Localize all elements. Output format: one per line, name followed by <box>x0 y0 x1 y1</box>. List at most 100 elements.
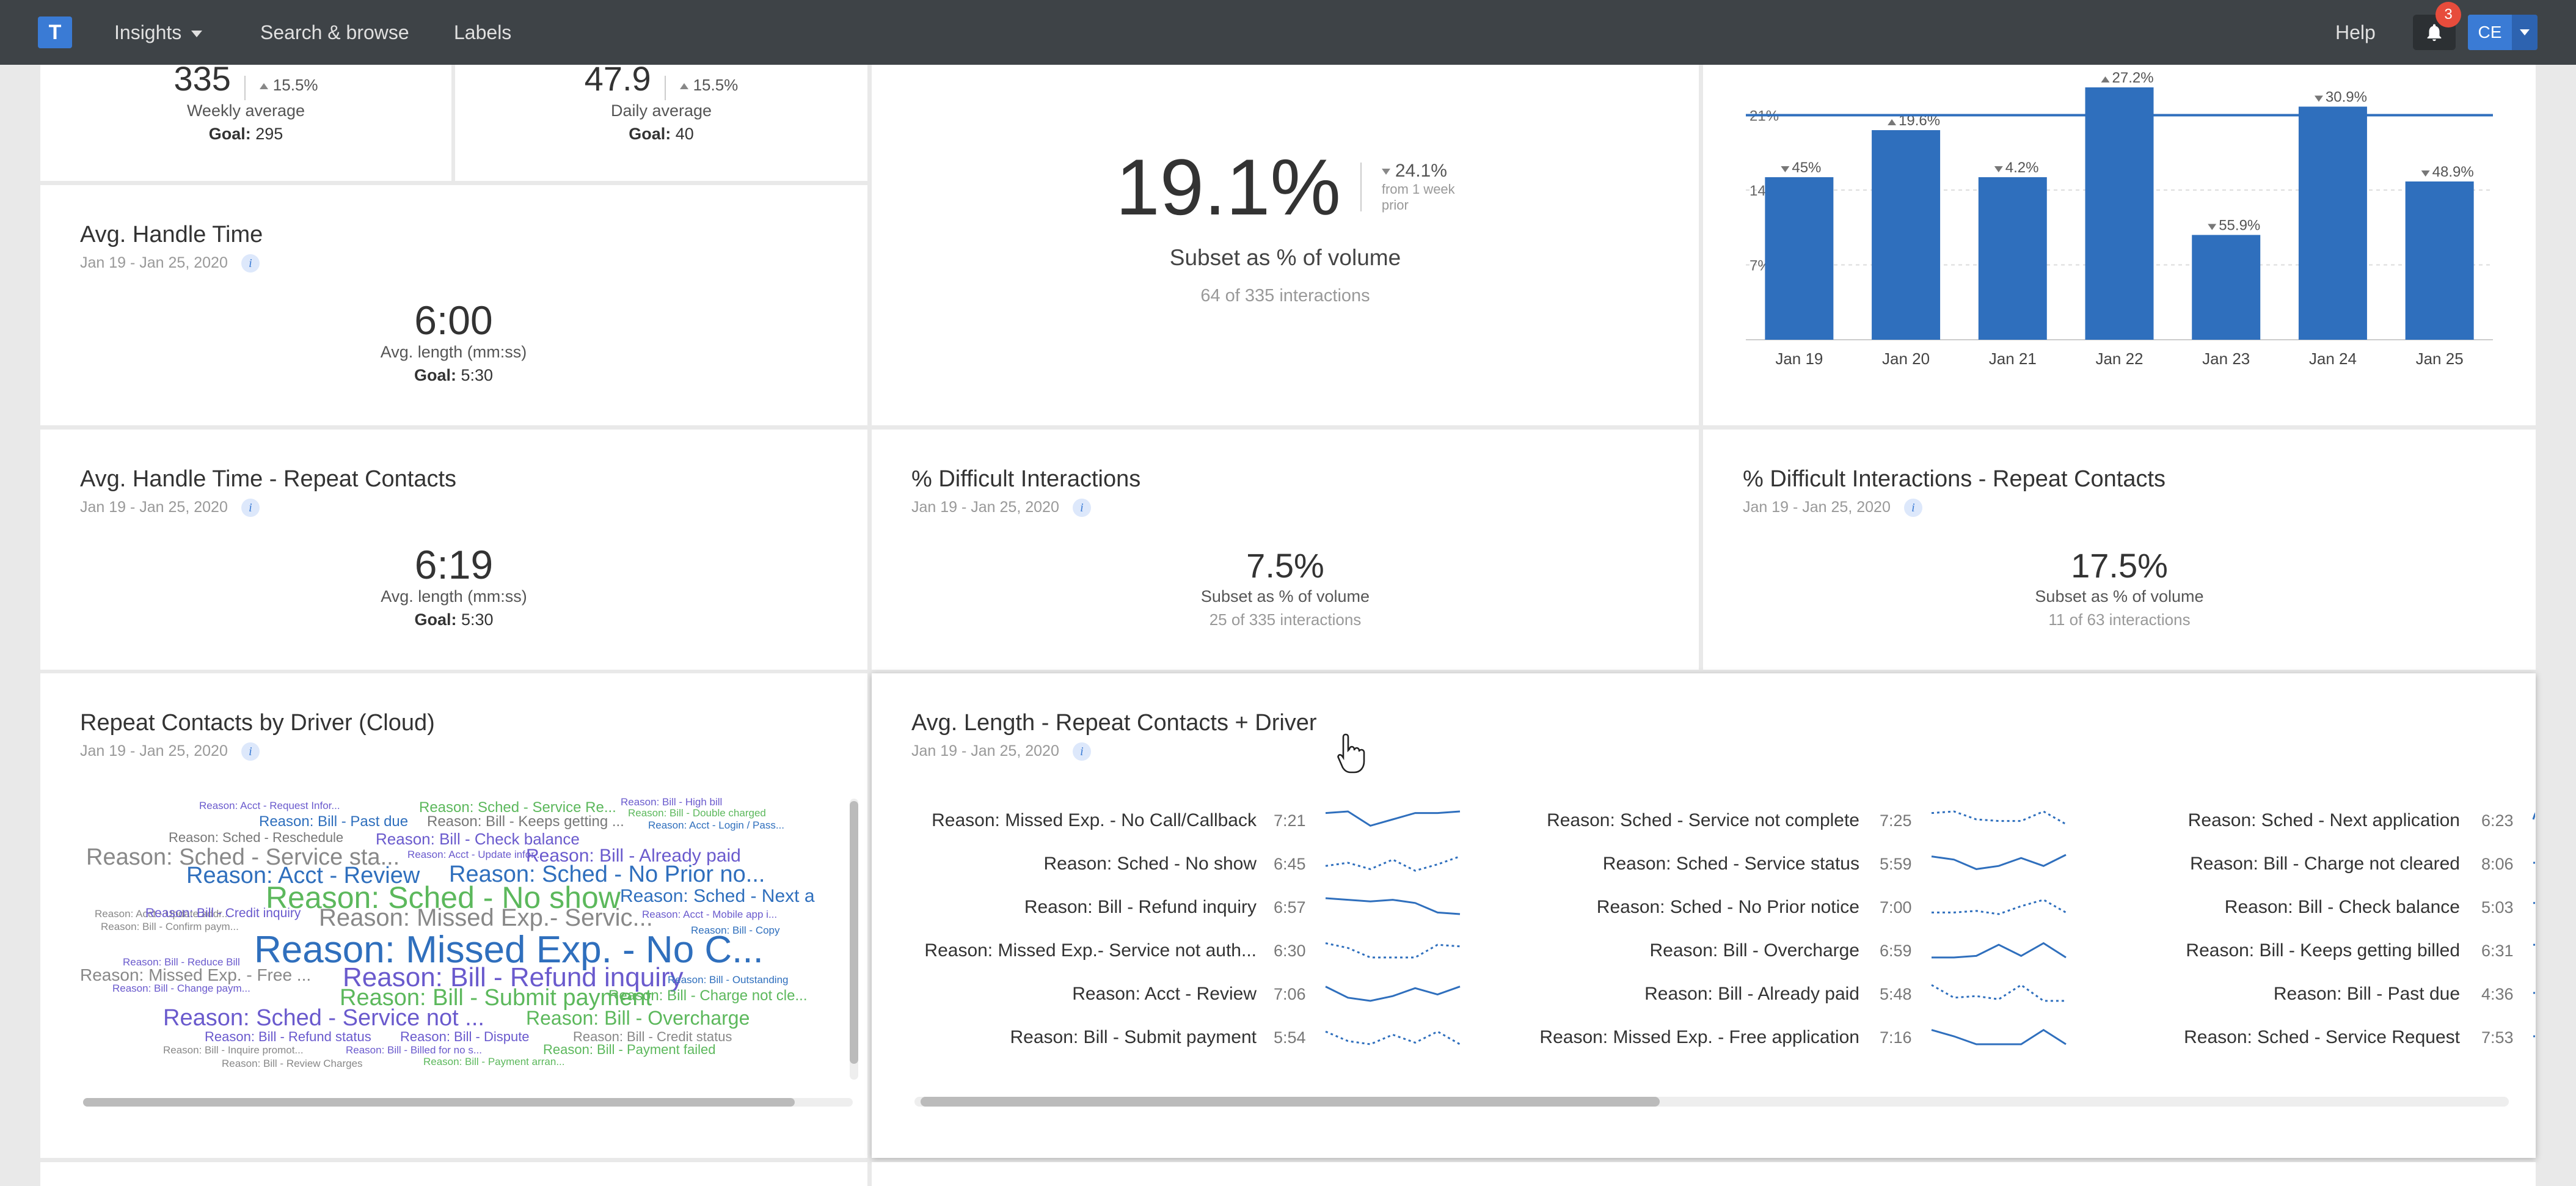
user-menu-chevron-icon[interactable] <box>2512 15 2538 50</box>
word-cloud-term[interactable]: Reason: Bill - Double charged <box>628 807 766 819</box>
word-cloud-term[interactable]: Reason: Missed Exp. - No C... <box>254 929 764 971</box>
scrollbar-thumb[interactable] <box>850 801 858 1064</box>
sparkline-series <box>1932 898 2067 915</box>
word-cloud-term[interactable]: Reason: Bill - Review Charges <box>222 1058 363 1069</box>
sparkline <box>2533 902 2535 904</box>
word-cloud-term[interactable]: Reason: Missed Exp.- Servic... <box>319 904 653 931</box>
nav-search-browse[interactable]: Search & browse <box>260 21 409 43</box>
driver-label[interactable]: Reason: Bill - Refund inquiry <box>1024 897 1257 917</box>
daily-average-card: 47.9 15.5% Daily average Goal: 40 <box>455 59 867 181</box>
info-icon[interactable]: i <box>1903 499 1922 518</box>
word-cloud-vertical-scrollbar[interactable] <box>850 799 858 1080</box>
word-cloud-term[interactable]: Reason: Bill - Keeps getting ... <box>427 813 624 830</box>
driver-avg-length: 6:45 <box>1274 855 1306 873</box>
driver-label[interactable]: Reason: Sched - No show <box>1043 854 1257 874</box>
driver-label[interactable]: Reason: Bill - Charge not cleared <box>2190 854 2460 874</box>
nav-insights[interactable]: Insights <box>114 0 203 65</box>
sparkline-series <box>1325 942 1461 959</box>
info-icon[interactable]: i <box>241 742 260 761</box>
avg-handle-time-card: Avg. Handle Time Jan 19 - Jan 25, 2020 i … <box>40 185 867 425</box>
word-cloud-term[interactable]: Reason: Bill - Change paym... <box>112 983 250 994</box>
word-cloud-term[interactable]: Reason: Bill - Refund inquiry <box>343 962 684 992</box>
word-cloud-term[interactable]: Reason: Bill - Credit status <box>573 1029 732 1044</box>
word-cloud-term[interactable]: Reason: Sched - Service not ... <box>163 1005 484 1031</box>
word-cloud-term[interactable]: Reason: Acct - Review <box>186 863 420 888</box>
word-cloud-term[interactable]: Reason: Bill - Submit payment <box>340 985 652 1011</box>
x-tick-label: Jan 23 <box>2202 350 2250 368</box>
driver-label[interactable]: Reason: Bill - Keeps getting billed <box>2186 940 2460 961</box>
word-cloud-term[interactable]: Reason: Bill - Refund status <box>205 1029 371 1044</box>
driver-label[interactable]: Reason: Acct - Review <box>1072 984 1257 1004</box>
sparkline <box>2532 812 2535 820</box>
driver-avg-length: 5:03 <box>2481 898 2514 917</box>
scrollbar-thumb[interactable] <box>83 1098 795 1107</box>
word-cloud-term[interactable]: Reason: Bill - Payment failed <box>543 1042 716 1057</box>
word-cloud-term[interactable]: Reason: Acct - Update infor... <box>407 849 543 860</box>
word-cloud-term[interactable]: Reason: Bill - Reduce Bill <box>123 956 240 968</box>
word-cloud-term[interactable]: Reason: Bill - Check balance <box>376 830 580 848</box>
driver-label[interactable]: Reason: Missed Exp. - No Call/Callback <box>932 810 1257 830</box>
driver-avg-length: 7:53 <box>2481 1028 2514 1047</box>
info-icon[interactable]: i <box>1072 742 1091 761</box>
info-icon[interactable]: i <box>1072 499 1091 518</box>
driver-label[interactable]: Reason: Bill - Overcharge <box>1649 940 1859 961</box>
driver-label[interactable]: Reason: Missed Exp. - Free application <box>1539 1027 1859 1047</box>
word-cloud-term[interactable]: Reason: Bill - Billed for no s... <box>346 1044 482 1056</box>
driver-label[interactable]: Reason: Bill - Already paid <box>1644 984 1859 1004</box>
info-icon[interactable]: i <box>241 499 260 518</box>
sparkline <box>1325 855 1461 872</box>
help-link[interactable]: Help <box>2335 21 2376 43</box>
difficult-repeat-label: Subset as % of volume <box>2035 587 2204 606</box>
word-cloud[interactable]: Reason: Acct - Request Infor... Reason: S… <box>80 796 852 1113</box>
card-title: Repeat Contacts by Driver (Cloud) <box>80 710 435 736</box>
driver-label[interactable]: Reason: Missed Exp.- Service not auth... <box>924 940 1257 961</box>
user-avatar[interactable]: CE <box>2468 15 2512 50</box>
word-cloud-term[interactable]: Reason: Bill - Confirm paym... <box>101 921 239 932</box>
word-cloud-term[interactable]: Reason: Bill - Inquire promot... <box>163 1044 304 1056</box>
driver-label[interactable]: Reason: Sched - Service not complete <box>1547 810 1859 830</box>
bar <box>2192 235 2261 340</box>
word-cloud-term[interactable]: Reason: Acct - Login / Pass... <box>648 819 785 831</box>
word-cloud-term[interactable]: Reason: Bill - Dispute <box>400 1029 530 1044</box>
bar <box>2405 181 2474 340</box>
word-cloud-term[interactable]: Reason: Sched - Service Re... <box>419 799 616 816</box>
word-cloud-term[interactable]: Reason: Bill - Credit inquiry <box>145 906 301 920</box>
driver-avg-length: 7:21 <box>1274 811 1306 830</box>
driver-label[interactable]: Reason: Sched - Service Request <box>2184 1027 2460 1047</box>
word-cloud-term[interactable]: Reason: Bill - Payment arran... <box>423 1056 565 1067</box>
driver-avg-length: 5:54 <box>1274 1028 1306 1047</box>
driver-label[interactable]: Reason: Sched - Service status <box>1602 854 1859 874</box>
app-logo[interactable]: T <box>38 16 72 48</box>
word-cloud-term[interactable]: Reason: Bill - Charge not cle... <box>608 987 808 1004</box>
driver-label[interactable]: Reason: Bill - Check balance <box>2224 897 2460 917</box>
word-cloud-term[interactable]: Reason: Bill - Outstanding <box>668 974 789 986</box>
word-cloud-term[interactable]: Reason: Sched - Reschedule <box>169 830 344 845</box>
nav-labels[interactable]: Labels <box>454 21 512 43</box>
driver-label[interactable]: Reason: Sched - Next application <box>2187 810 2460 830</box>
word-cloud-term[interactable]: Reason: Bill - Already paid <box>526 846 741 866</box>
word-cloud-term[interactable]: Reason: Acct - Mobile app i... <box>642 909 778 920</box>
driver-list-horizontal-scrollbar[interactable] <box>914 1097 2509 1107</box>
info-icon[interactable]: i <box>241 254 260 273</box>
sparkline-series <box>1325 810 1461 827</box>
word-cloud-term[interactable]: Reason: Missed Exp. - Free ... <box>80 965 312 984</box>
word-cloud-horizontal-scrollbar[interactable] <box>83 1098 853 1107</box>
scrollbar-thumb[interactable] <box>921 1097 1660 1107</box>
driver-label[interactable]: Reason: Bill - Submit payment <box>1010 1027 1257 1047</box>
word-cloud-term[interactable]: Reason: Acct - Request Infor... <box>199 800 340 811</box>
word-cloud-term[interactable]: Reason: Sched - No Prior no... <box>449 862 765 887</box>
word-cloud-term[interactable]: Reason: Bill - Overcharge <box>526 1007 750 1029</box>
sparkline <box>1932 898 2067 915</box>
bell-icon <box>2427 24 2442 42</box>
word-cloud-term[interactable]: Reason: Sched - No show <box>266 880 621 915</box>
word-cloud-term[interactable]: Reason: Sched - Service sta... <box>86 844 400 870</box>
x-tick-label: Jan 24 <box>2309 350 2357 368</box>
driver-label[interactable]: Reason: Bill - Past due <box>2273 984 2460 1004</box>
word-cloud-term[interactable]: Reason: Bill - Copy <box>691 924 780 936</box>
word-cloud-term[interactable]: Reason: Bill - High bill <box>621 796 723 808</box>
word-cloud-term[interactable]: Reason: Acct - Update addr... <box>95 908 231 920</box>
weekly-average-trend: 15.5% <box>259 76 318 94</box>
driver-label[interactable]: Reason: Sched - No Prior notice <box>1596 897 1859 917</box>
word-cloud-term[interactable]: Reason: Sched - Next a <box>620 886 815 906</box>
word-cloud-term[interactable]: Reason: Bill - Past due <box>259 813 409 830</box>
